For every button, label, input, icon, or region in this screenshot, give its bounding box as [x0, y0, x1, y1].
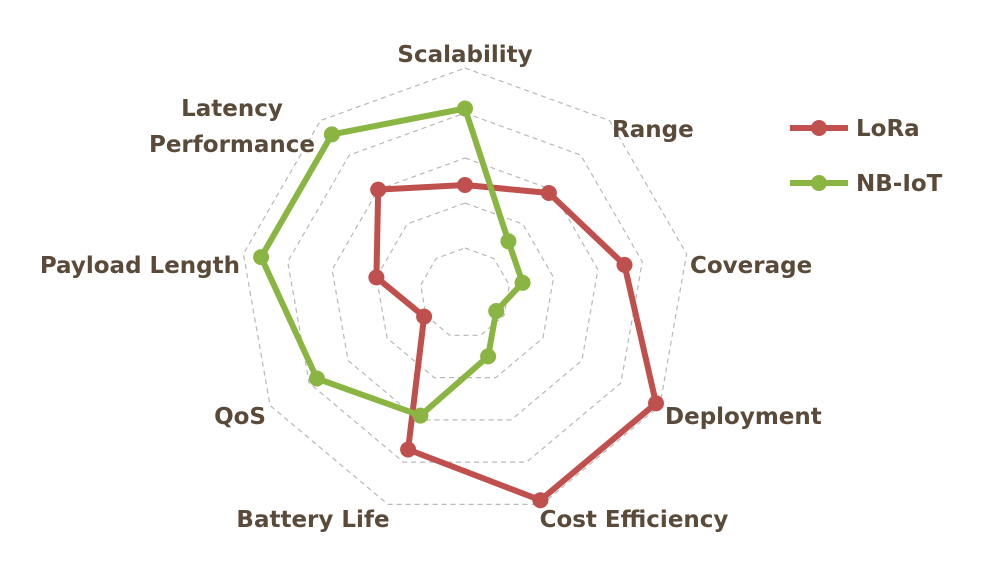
data-point-lora-range: [540, 185, 557, 201]
data-point-nb-iot-scalability: [457, 100, 473, 117]
axis-labels: Scalability Range Coverage Deployment Co…: [40, 42, 822, 533]
legend-swatch-marker-lora: [811, 120, 827, 136]
data-point-lora-payload-length: [368, 269, 385, 286]
data-point-nb-iot-deployment: [488, 303, 505, 319]
legend-item-nb-iot: NB-IoT: [790, 171, 943, 197]
grid-ring-3: [331, 157, 599, 421]
data-point-lora-battery-life: [400, 441, 417, 458]
axis-label-scalability: Scalability: [397, 42, 532, 68]
data-point-lora-scalability: [457, 177, 473, 193]
data-point-lora-cost-efficiency: [532, 492, 549, 509]
data-point-nb-iot-range: [500, 233, 517, 250]
axis-label-coverage: Coverage: [690, 253, 812, 279]
data-point-nb-iot-latency-performance: [323, 126, 340, 143]
grid-ring-2: [375, 202, 555, 379]
series-lora: [368, 177, 664, 509]
axis-label-latency-performance: Latency Performance: [149, 96, 315, 158]
data-point-nb-iot-qos: [308, 370, 325, 387]
axis-label-deployment: Deployment: [665, 404, 822, 430]
axis-label-latency-performance-line-2: Performance: [149, 132, 315, 158]
data-point-lora-qos: [416, 308, 433, 325]
data-point-lora-latency-performance: [370, 181, 387, 198]
legend-label-lora: LoRa: [856, 116, 920, 142]
grid-ring-4: [287, 112, 643, 463]
data-point-nb-iot-payload-length: [253, 249, 270, 266]
axis-label-range: Range: [612, 117, 694, 143]
radar-grid: [242, 67, 688, 505]
series-nb-iot: [253, 100, 531, 424]
legend-swatch-marker-nb-iot: [811, 175, 827, 191]
data-point-lora-deployment: [648, 395, 664, 412]
series-line-nb-iot: [258, 105, 526, 419]
axis-label-payload-length: Payload Length: [40, 253, 240, 279]
legend: LoRa NB-IoT: [790, 116, 943, 197]
data-point-nb-iot-cost-efficiency: [480, 348, 497, 365]
legend-item-lora: LoRa: [790, 116, 920, 142]
grid-ring-5: [242, 67, 688, 505]
series-line-lora: [373, 182, 659, 504]
axis-label-battery-life: Battery Life: [236, 507, 389, 533]
axis-label-qos: QoS: [214, 404, 266, 430]
legend-label-nb-iot: NB-IoT: [856, 171, 943, 197]
series-layer: [253, 100, 664, 509]
data-point-nb-iot-coverage: [514, 274, 531, 291]
axis-label-cost-efficiency: Cost Efficiency: [540, 507, 729, 533]
data-point-lora-coverage: [616, 256, 633, 273]
data-point-nb-iot-battery-life: [412, 407, 429, 424]
axis-label-latency-performance-line-1: Latency: [181, 96, 283, 122]
grid-ring-1: [420, 247, 510, 336]
